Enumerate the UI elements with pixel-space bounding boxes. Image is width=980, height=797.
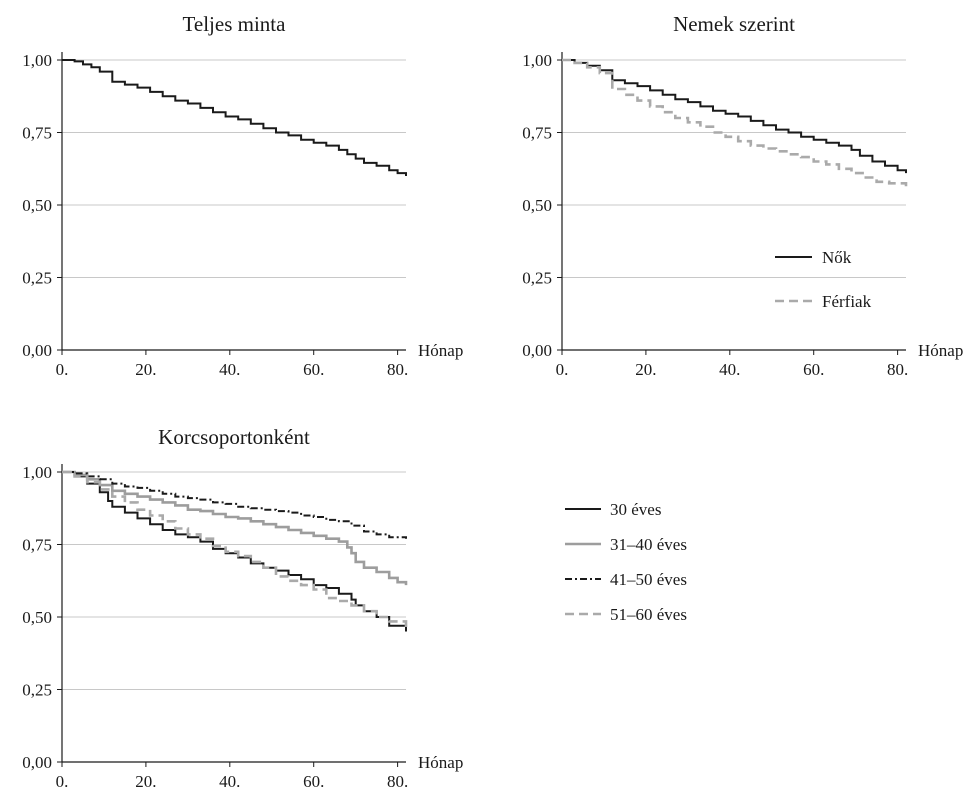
y-tick-label: 1,00 xyxy=(522,51,552,70)
y-tick-label: 0,50 xyxy=(22,608,52,627)
legend-label: 31–40 éves xyxy=(610,535,687,554)
y-tick-label: 0,50 xyxy=(522,196,552,215)
series-line-1 xyxy=(562,59,907,174)
x-tick-label: 60. xyxy=(303,360,324,379)
legend-label: 41–50 éves xyxy=(610,570,687,589)
series-line-4 xyxy=(62,470,408,629)
x-tick-label: 60. xyxy=(303,772,324,791)
chart-panel-3: Korcsoportonként 0,00 0,25 0,50 0,75 1,00 0. 20… xyxy=(22,425,687,791)
chart-panel-1: Teljes minta 0,00 0,25 0,50 0,75 1,00 0. 20. 40.… xyxy=(22,12,463,379)
series-line-2 xyxy=(62,470,408,586)
y-tick-label: 0,25 xyxy=(522,269,552,288)
x-tick-label: 80. xyxy=(387,360,408,379)
y-tick-label: 0,25 xyxy=(22,681,52,700)
x-tick-label: 0. xyxy=(56,772,69,791)
chart-title: Nemek szerint xyxy=(673,12,795,36)
chart-title: Teljes minta xyxy=(183,12,287,36)
x-tick-label: 0. xyxy=(56,360,69,379)
y-tick-label: 0,75 xyxy=(22,124,52,143)
y-tick-label: 1,00 xyxy=(22,463,52,482)
legend-label: Nők xyxy=(822,248,852,267)
x-axis-label: Hónap xyxy=(918,341,963,360)
y-tick-label: 0,75 xyxy=(522,124,552,143)
x-axis-label: Hónap xyxy=(418,753,463,772)
legend-label: Férfiak xyxy=(822,292,872,311)
y-tick-label: 0,00 xyxy=(22,753,52,772)
y-tick-label: 1,00 xyxy=(22,51,52,70)
x-tick-label: 40. xyxy=(219,772,240,791)
series-line-2 xyxy=(562,58,908,187)
x-tick-label: 20. xyxy=(135,772,156,791)
y-tick-label: 0,75 xyxy=(22,536,52,555)
x-tick-label: 0. xyxy=(556,360,569,379)
legend-label: 51–60 éves xyxy=(610,605,687,624)
legend-label: 30 éves xyxy=(610,500,661,519)
series-line-3 xyxy=(62,471,407,539)
series-line-1 xyxy=(62,59,407,176)
chart-panel-2: Nemek szerint 0,00 0,25 0,50 0,75 1,00 0. 20. 40… xyxy=(522,12,963,379)
x-tick-label: 40. xyxy=(219,360,240,379)
x-tick-label: 80. xyxy=(887,360,908,379)
x-tick-label: 20. xyxy=(135,360,156,379)
y-tick-label: 0,00 xyxy=(522,341,552,360)
y-tick-label: 0,50 xyxy=(22,196,52,215)
y-tick-label: 0,00 xyxy=(22,341,52,360)
x-tick-label: 80. xyxy=(387,772,408,791)
x-axis-label: Hónap xyxy=(418,341,463,360)
y-tick-label: 0,25 xyxy=(22,269,52,288)
chart-title: Korcsoportonként xyxy=(158,425,310,449)
x-tick-label: 20. xyxy=(635,360,656,379)
x-tick-label: 40. xyxy=(719,360,740,379)
x-tick-label: 60. xyxy=(803,360,824,379)
